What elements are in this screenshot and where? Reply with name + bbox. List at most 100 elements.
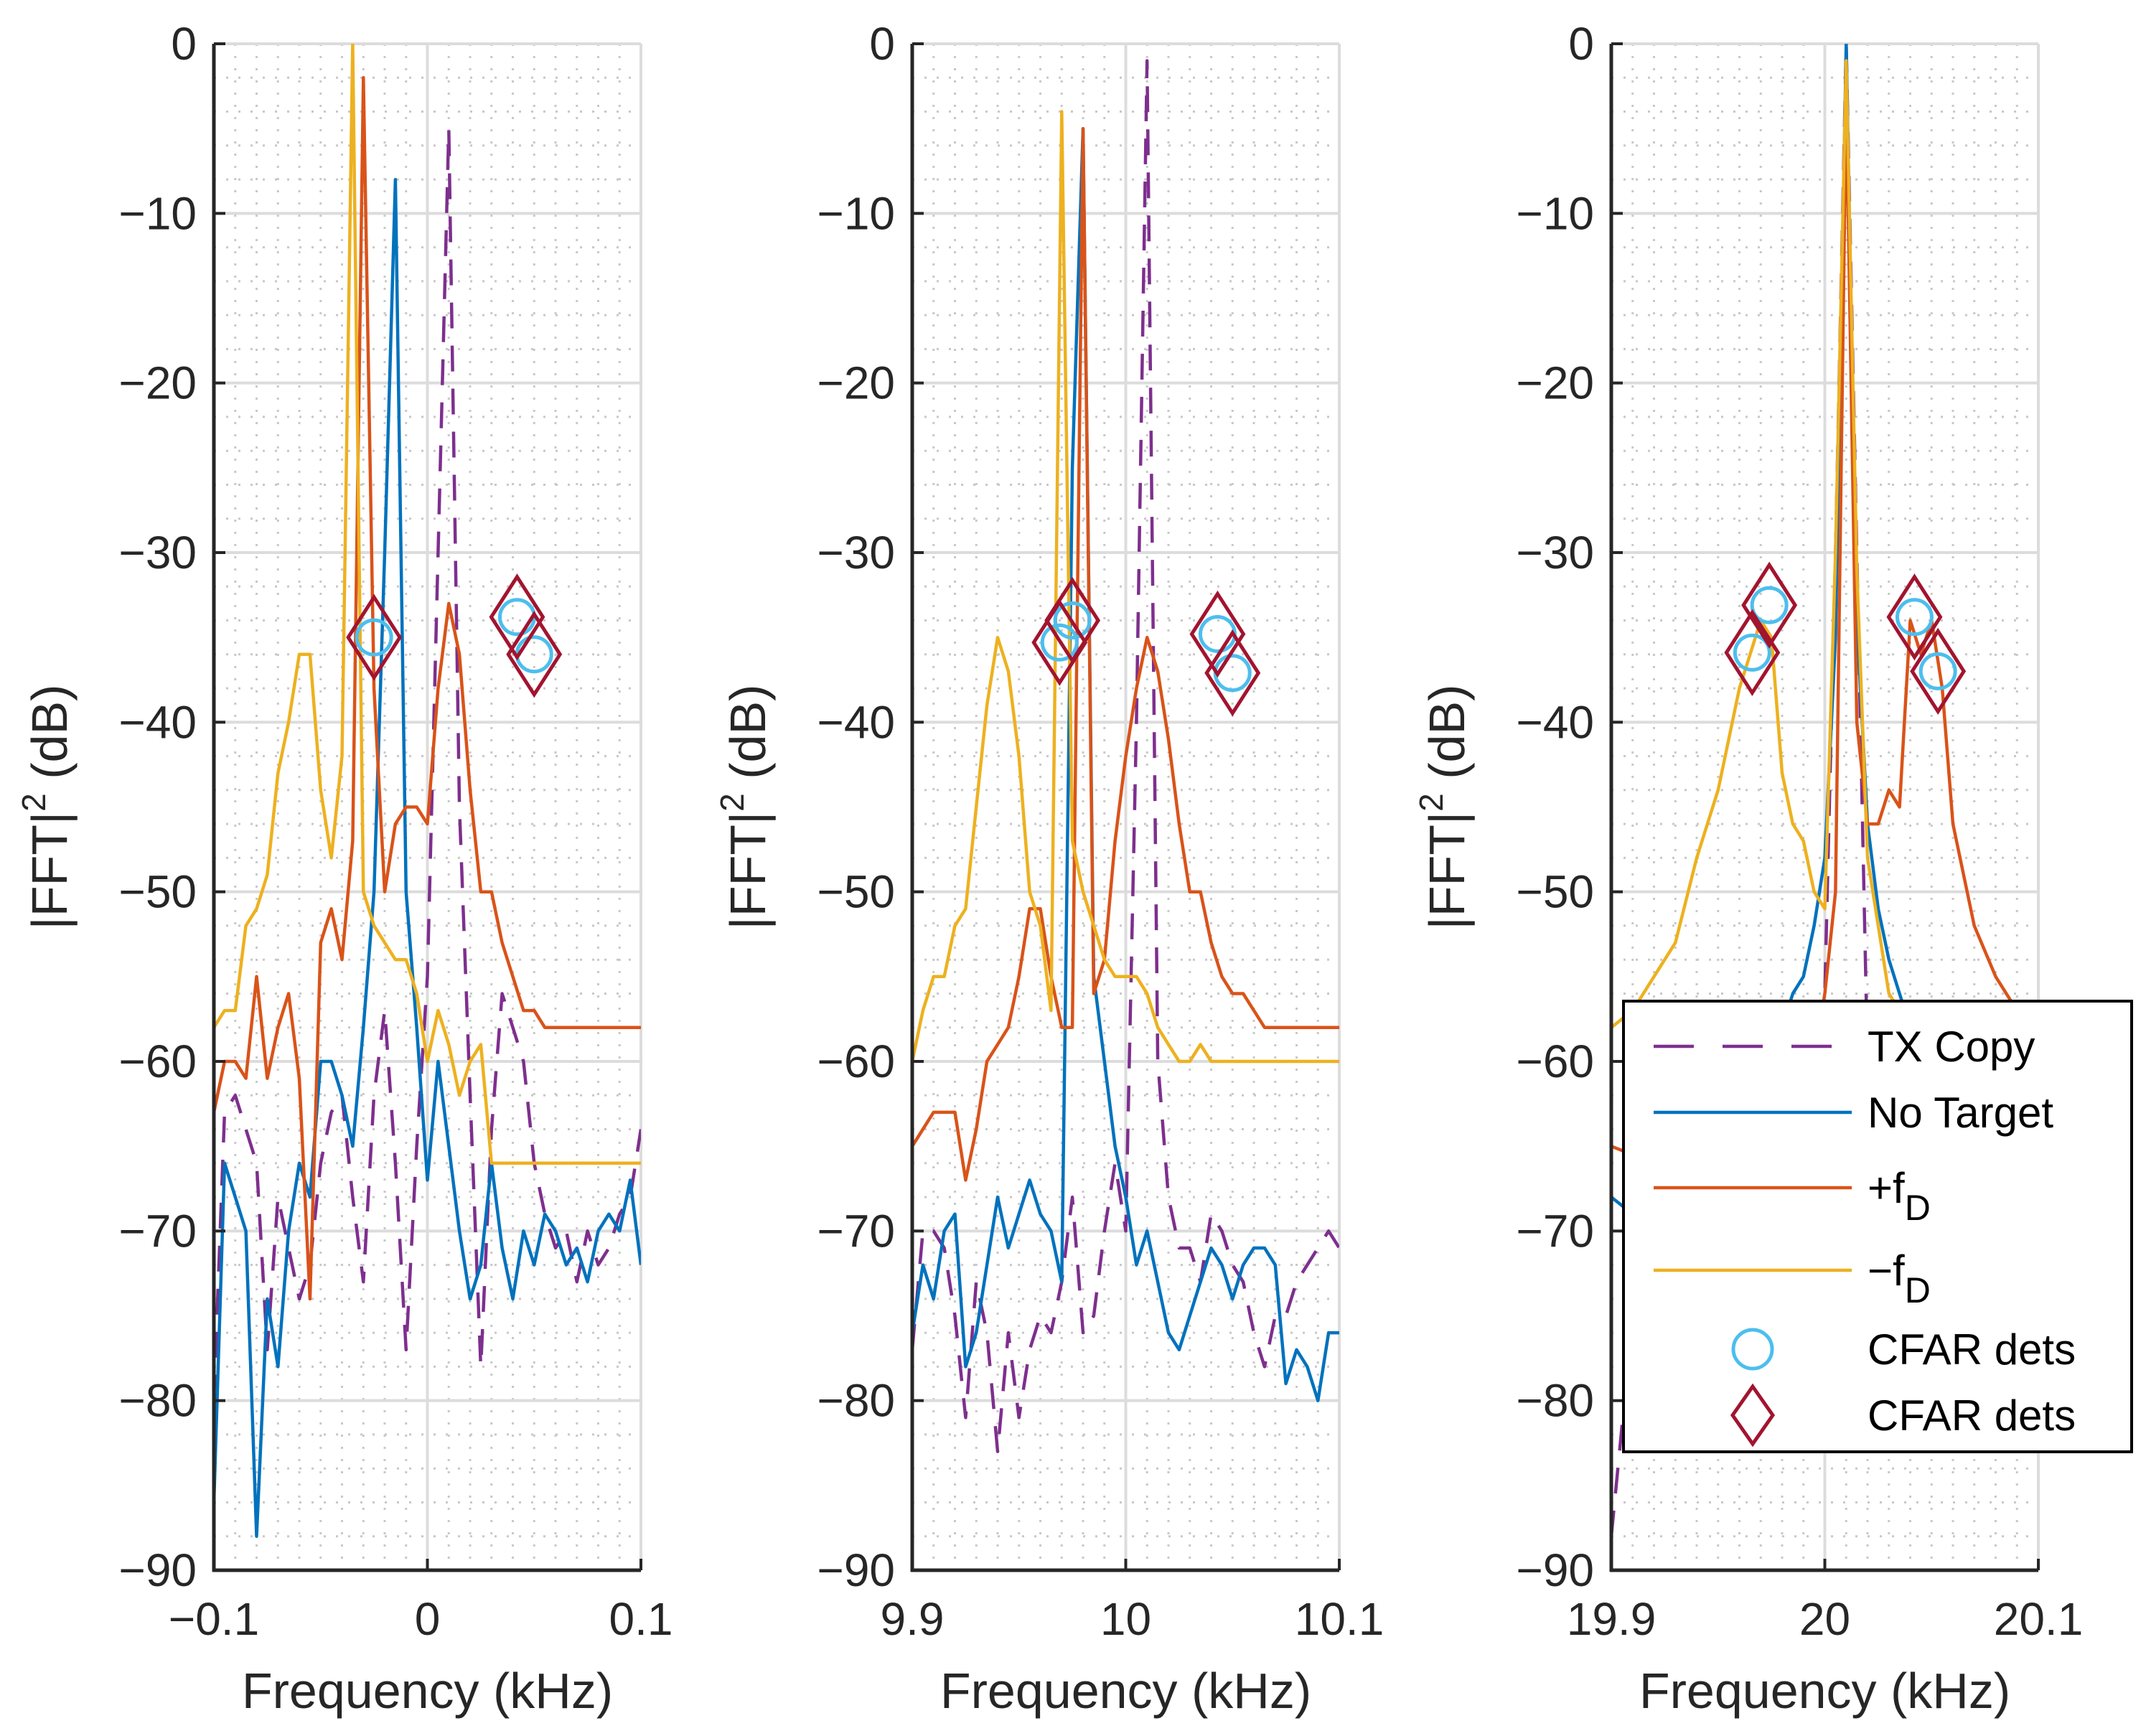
x-axis-title: Frequency (kHz) bbox=[940, 1663, 1311, 1719]
y-axis-title-main: |FFT| bbox=[720, 812, 776, 930]
y-axis-title: |FFT|2 (dB) bbox=[713, 685, 776, 930]
y-tick-label: −80 bbox=[118, 1375, 197, 1427]
cfar-circle-marker bbox=[1895, 598, 1934, 637]
x-axis-title: Frequency (kHz) bbox=[242, 1663, 613, 1719]
y-tick-label: 0 bbox=[869, 18, 895, 70]
y-tick-label: −90 bbox=[1516, 1544, 1594, 1596]
cfar-circle-marker bbox=[1750, 586, 1789, 624]
legend-box bbox=[1622, 1000, 2133, 1453]
cfar-diamond-marker bbox=[489, 573, 545, 661]
legend-entry-6: CFAR dets bbox=[1730, 1383, 2076, 1448]
x-tick-label: 10.1 bbox=[1295, 1593, 1384, 1645]
x-tick-label: 19.9 bbox=[1567, 1593, 1657, 1645]
cfar-circle-marker bbox=[355, 618, 393, 657]
cfar-circle-marker bbox=[1918, 652, 1957, 690]
series-line-no_target bbox=[912, 126, 1339, 1402]
x-tick-label: 9.9 bbox=[881, 1593, 945, 1645]
series-line-minus_fd bbox=[214, 44, 641, 1165]
y-tick-label: −30 bbox=[118, 527, 197, 578]
legend-label: +fD bbox=[1868, 1164, 1931, 1228]
x-tick-label: 20.1 bbox=[1994, 1593, 2084, 1645]
legend-label: −fD bbox=[1868, 1247, 1931, 1310]
legend-label: No Target bbox=[1868, 1089, 2053, 1137]
y-tick-label: −80 bbox=[817, 1375, 895, 1427]
y-axis-title-main: |FFT| bbox=[1419, 812, 1475, 930]
x-axis-title: Frequency (kHz) bbox=[1639, 1663, 2010, 1719]
y-tick-label: −40 bbox=[118, 696, 197, 748]
y-tick-label: −40 bbox=[817, 696, 895, 748]
y-axis-title: |FFT|2 (dB) bbox=[15, 685, 78, 930]
cfar-diamond-marker bbox=[1910, 627, 1967, 715]
y-axis-title-sup: 2 bbox=[15, 793, 52, 812]
chart-panel-2: 0 −10 −20 −30 −40 −50 −60 −70 −80 −909.9 10 10.1 Fre… bbox=[713, 18, 1384, 1719]
cfar-diamond-marker bbox=[506, 611, 563, 698]
series-line-tx bbox=[912, 59, 1339, 1453]
y-tick-label: −10 bbox=[817, 187, 895, 239]
series-line-tx bbox=[214, 126, 641, 1401]
y-tick-label: −50 bbox=[817, 866, 895, 918]
legend-diamond-marker bbox=[1730, 1383, 1776, 1448]
y-tick-label: −70 bbox=[118, 1205, 197, 1257]
legend-label: CFAR dets bbox=[1868, 1392, 2076, 1440]
series-line-no_target bbox=[214, 177, 641, 1538]
series-line-plus_fd bbox=[912, 126, 1339, 1182]
y-tick-label: −70 bbox=[1516, 1205, 1594, 1257]
cfar-diamond-marker bbox=[1724, 609, 1781, 697]
y-tick-label: −20 bbox=[817, 357, 895, 409]
cfar-diamond-marker bbox=[1044, 576, 1101, 665]
cfar-diamond-marker bbox=[1031, 599, 1088, 686]
legend-label-main: CFAR dets bbox=[1868, 1326, 2076, 1374]
y-axis-title-sup: 2 bbox=[1412, 793, 1450, 812]
legend-label-main: −f bbox=[1868, 1247, 1905, 1295]
cfar-diamond-marker bbox=[346, 593, 403, 681]
series-line-plus_fd bbox=[214, 76, 641, 1301]
y-tick-label: −70 bbox=[817, 1205, 895, 1257]
y-tick-label: −60 bbox=[1516, 1036, 1594, 1087]
cfar-diamond-marker bbox=[1204, 629, 1261, 717]
cfar-circle-marker bbox=[1053, 601, 1092, 640]
y-axis-title-main: |FFT| bbox=[22, 812, 78, 930]
y-tick-label: −50 bbox=[118, 866, 197, 918]
y-axis-title-unit: (dB) bbox=[22, 685, 78, 794]
y-tick-label: −60 bbox=[817, 1036, 895, 1087]
y-tick-label: −90 bbox=[118, 1544, 197, 1596]
y-tick-label: 0 bbox=[171, 18, 197, 70]
legend-entry-2: No Target bbox=[1654, 1089, 2053, 1137]
y-tick-label: −30 bbox=[817, 527, 895, 578]
legend-circle-marker bbox=[1731, 1328, 1774, 1371]
panels: 0−10−20−30−40−50−60−70−80−90−0.1 0 0.1Freq… bbox=[15, 18, 2083, 1719]
chart-panel-1: 0 −10 −20 −30 −40 −50 −60 −70 −80 −90−0.1 0 0.1 Freq… bbox=[15, 18, 673, 1719]
y-tick-label: −10 bbox=[1516, 187, 1594, 239]
y-axis-title-sup: 2 bbox=[713, 793, 751, 812]
legend-label-main: +f bbox=[1868, 1164, 1905, 1212]
x-tick-label: −0.1 bbox=[169, 1593, 259, 1645]
cfar-diamond-marker bbox=[1741, 561, 1798, 649]
legend-label-main: CFAR dets bbox=[1868, 1392, 2076, 1440]
legend-label-main: No Target bbox=[1868, 1089, 2053, 1137]
y-tick-label: −10 bbox=[118, 187, 197, 239]
legend-label-sub: D bbox=[1905, 1188, 1931, 1228]
series-line-minus_fd bbox=[912, 110, 1339, 1064]
y-tick-label: −50 bbox=[1516, 866, 1594, 918]
y-tick-label: −80 bbox=[1516, 1375, 1594, 1427]
x-tick-label: 10 bbox=[1100, 1593, 1151, 1645]
y-tick-label: −60 bbox=[118, 1036, 197, 1087]
legend-label-sub: D bbox=[1905, 1270, 1931, 1310]
legend-label-main: TX Copy bbox=[1868, 1023, 2035, 1071]
y-tick-label: −20 bbox=[118, 357, 197, 409]
legend-label: CFAR dets bbox=[1868, 1326, 2076, 1374]
legend-entry-4: −fD bbox=[1654, 1247, 1931, 1310]
y-tick-label: −20 bbox=[1516, 357, 1594, 409]
legend-entry-5: CFAR dets bbox=[1731, 1326, 2076, 1374]
x-tick-label: 0.1 bbox=[609, 1593, 673, 1645]
y-axis-title: |FFT|2 (dB) bbox=[1412, 685, 1475, 930]
y-axis-title-unit: (dB) bbox=[1419, 685, 1475, 794]
cfar-diamond-marker bbox=[1189, 590, 1246, 678]
y-tick-label: −90 bbox=[817, 1544, 895, 1596]
y-tick-label: −40 bbox=[1516, 696, 1594, 748]
legend-label: TX Copy bbox=[1868, 1023, 2035, 1071]
y-axis-title-unit: (dB) bbox=[720, 685, 776, 794]
series-group bbox=[912, 59, 1339, 1453]
